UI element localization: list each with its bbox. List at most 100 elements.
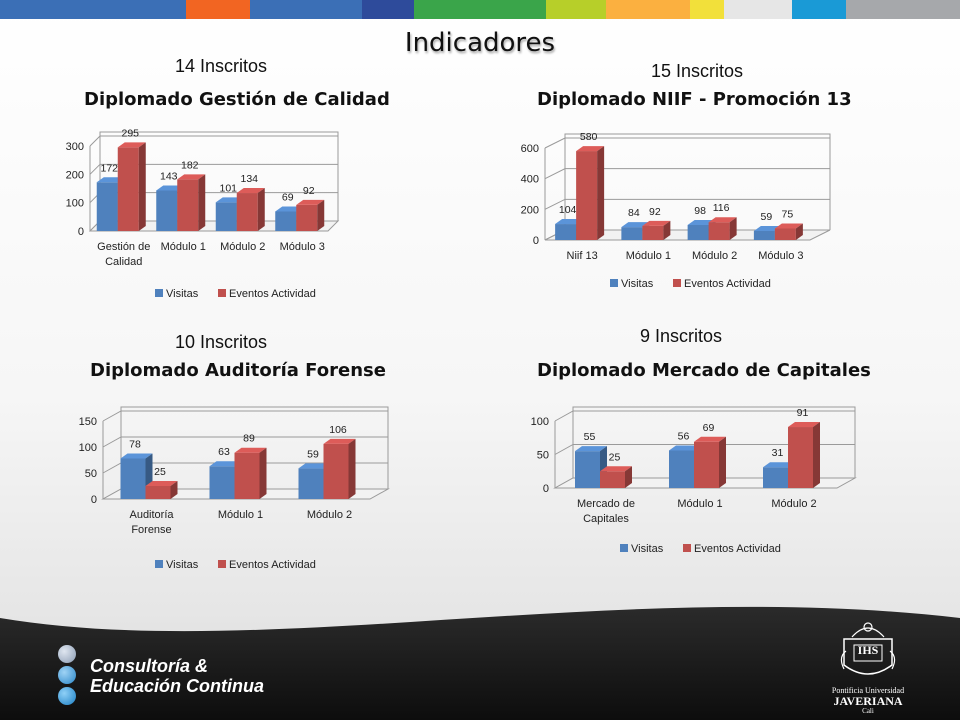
bar-eventos <box>296 204 318 231</box>
bar-top <box>694 436 726 442</box>
y-tick-label: 50 <box>537 450 549 462</box>
data-label: 106 <box>329 424 347 436</box>
y-tick-label: 0 <box>543 483 549 495</box>
y-tick-label: 0 <box>91 494 97 506</box>
category-label: Gestión de <box>97 241 150 253</box>
bar-eventos <box>234 452 260 499</box>
legend-swatch-eventos <box>673 279 681 287</box>
category-label: Módulo 1 <box>161 241 206 253</box>
chart-gridline <box>102 436 388 448</box>
y-tick-label: 150 <box>79 416 97 428</box>
bar-top <box>708 217 737 223</box>
chart-3: 0 50 100 150 78 25 Auditoría Forense 63 89 Módulo … <box>79 406 390 571</box>
data-label: 182 <box>181 159 199 171</box>
logo-line-2: JAVERIANA <box>833 694 903 708</box>
data-label: 104 <box>559 204 577 216</box>
y-tick-label: 0 <box>533 235 539 247</box>
data-label: 25 <box>154 466 166 478</box>
bar-eventos <box>642 225 664 240</box>
bar-eventos <box>117 147 139 231</box>
brand-dot-2-icon <box>58 666 76 684</box>
bar-side <box>170 481 178 499</box>
logo-line-1: Pontificia Universidad <box>831 686 905 695</box>
y-tick-label: 50 <box>85 468 97 480</box>
bar-eventos <box>694 441 719 488</box>
bar-top <box>236 188 265 194</box>
legend-label: Visitas <box>631 543 664 555</box>
logo-monogram: IHS <box>857 643 879 657</box>
chart-gridline <box>544 168 830 180</box>
top-bar-segment <box>362 0 414 19</box>
data-label: 89 <box>243 433 255 445</box>
chart-gridline <box>544 137 830 149</box>
bar-side <box>317 199 325 231</box>
bar-eventos <box>323 443 349 499</box>
brand-line-2: Educación Continua <box>90 676 265 696</box>
legend-swatch-visitas <box>155 289 163 297</box>
bar-eventos <box>708 222 730 240</box>
data-label: 56 <box>678 430 690 442</box>
bar-visitas <box>209 466 235 499</box>
bar-visitas <box>215 202 237 231</box>
bar-visitas <box>753 230 775 240</box>
legend-label: Visitas <box>166 559 199 571</box>
category-label: Mercado de <box>577 498 635 510</box>
bar-visitas <box>621 227 643 240</box>
chart-gridline <box>102 410 388 422</box>
y-tick-label: 200 <box>66 169 84 181</box>
top-bar-segment <box>846 0 960 19</box>
bar-side <box>138 142 146 231</box>
data-label: 59 <box>307 448 319 460</box>
data-label: 63 <box>218 446 230 458</box>
slide-title: Indicadores <box>404 28 556 58</box>
category-label: Módulo 2 <box>771 498 816 510</box>
bar-visitas <box>575 451 600 488</box>
chart-gridline <box>554 444 855 455</box>
chart-title-1: Diplomado Gestión de Calidad <box>84 89 390 110</box>
chart-gridline <box>89 163 338 175</box>
legend-swatch-visitas <box>155 560 163 568</box>
data-label: 92 <box>649 206 661 218</box>
category-label: Módulo 2 <box>220 241 265 253</box>
bar-visitas <box>96 182 118 231</box>
footer-background <box>0 606 960 720</box>
bar-visitas <box>669 450 694 488</box>
chart-title-4: Diplomado Mercado de Capitales <box>537 360 871 381</box>
legend-label: Eventos Actividad <box>684 278 771 290</box>
bar-top <box>323 438 356 444</box>
bar-side <box>729 217 737 240</box>
category-label: Módulo 1 <box>626 250 671 262</box>
data-label: 25 <box>609 451 621 463</box>
bar-visitas <box>687 224 709 240</box>
data-label: 69 <box>703 422 715 434</box>
bar-eventos <box>177 179 199 231</box>
bar-top <box>621 222 650 228</box>
bar-top <box>576 146 605 152</box>
inscritos-label-4: 9 Inscritos <box>640 326 723 346</box>
legend-swatch-eventos <box>218 560 226 568</box>
top-bar-segment <box>546 0 606 19</box>
category-label: Módulo 1 <box>218 509 263 521</box>
data-label: 101 <box>219 182 237 194</box>
top-bar-segment <box>186 0 250 19</box>
chart-gridline <box>554 410 855 422</box>
legend-label: Eventos Actividad <box>694 543 781 555</box>
chart-gridline <box>544 198 830 210</box>
bar-visitas <box>555 224 577 240</box>
y-tick-label: 0 <box>78 226 84 238</box>
data-label: 78 <box>129 438 141 450</box>
bar-side <box>259 447 267 499</box>
category-label: Módulo 2 <box>692 250 737 262</box>
category-label: Módulo 3 <box>758 250 803 262</box>
legend-swatch-eventos <box>218 289 226 297</box>
bar-top <box>788 422 820 428</box>
category-label: Capitales <box>583 513 629 525</box>
data-label: 75 <box>782 209 794 221</box>
bar-side <box>719 436 726 488</box>
bar-visitas <box>298 468 324 499</box>
top-bar-segment <box>724 0 792 19</box>
legend-swatch-visitas <box>610 279 618 287</box>
top-bar-segment <box>0 0 186 19</box>
legend-label: Eventos Actividad <box>229 288 316 300</box>
javeriana-seal-icon <box>840 622 896 675</box>
